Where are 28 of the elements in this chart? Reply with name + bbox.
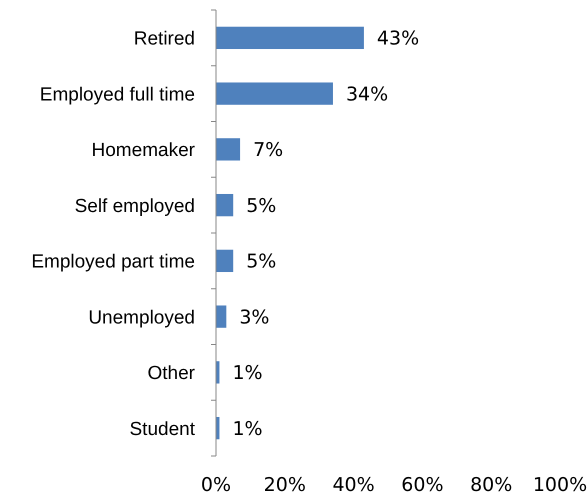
y-tick-label: Unemployed <box>88 307 195 328</box>
data-label: 3% <box>239 306 270 328</box>
y-tick-label: Employed part time <box>31 252 195 273</box>
bar <box>216 305 226 328</box>
data-label: 7% <box>253 139 284 162</box>
data-label: 1% <box>232 362 263 384</box>
data-label: 5% <box>246 250 276 273</box>
x-tick-label: 0% <box>200 474 232 496</box>
data-label: 1% <box>232 418 263 440</box>
bar <box>216 82 333 105</box>
y-tick-label: Homemaker <box>92 140 196 162</box>
x-tick-label: 20% <box>264 474 306 496</box>
y-tick-label: Retired <box>134 28 195 50</box>
x-tick-label: 40% <box>332 474 375 496</box>
y-tick-label: Employed full time <box>40 84 195 106</box>
data-label: 43% <box>376 28 420 50</box>
bar <box>216 138 240 161</box>
data-label: 5% <box>246 194 276 217</box>
x-tick-label: 100% <box>532 474 588 496</box>
bar <box>216 26 364 50</box>
y-tick-label: Student <box>130 418 196 440</box>
y-tick-label: Self employed <box>74 196 195 217</box>
bar <box>216 194 234 216</box>
bar <box>216 250 234 272</box>
x-tick-label: 60% <box>401 474 444 496</box>
y-tick-label: Other <box>147 363 196 384</box>
x-tick-label: 80% <box>470 474 512 496</box>
data-label: 34% <box>346 83 388 106</box>
